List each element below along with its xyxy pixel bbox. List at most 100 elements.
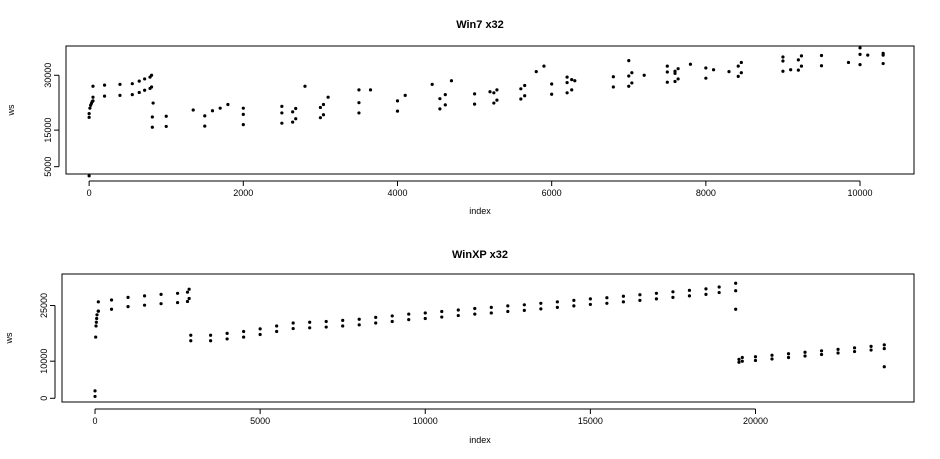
data-point [210, 109, 215, 113]
data-point [438, 107, 442, 111]
data-point [87, 115, 91, 119]
data-point [621, 294, 625, 298]
y-tick-label: 0 [39, 396, 49, 401]
data-point [654, 297, 659, 301]
data-point [803, 354, 807, 358]
data-point [642, 73, 646, 77]
data-point [489, 305, 493, 309]
data-point [91, 95, 95, 99]
data-point [704, 76, 708, 80]
data-point [781, 55, 785, 59]
data-point [495, 88, 499, 92]
data-point [770, 357, 774, 361]
data-point [704, 292, 708, 297]
data-point [654, 291, 659, 295]
data-point [91, 99, 95, 103]
data-point [294, 106, 298, 111]
data-point [150, 115, 154, 119]
data-point [407, 318, 411, 322]
data-point [734, 307, 738, 311]
data-point [118, 82, 122, 86]
y-axis: 5000 15000 30000 [43, 63, 60, 177]
y-axis-label: ws [4, 332, 14, 344]
data-point [390, 314, 394, 318]
data-point [395, 99, 400, 103]
data-point [489, 311, 493, 315]
data-point [126, 295, 130, 299]
data-point [627, 74, 631, 78]
y-axis-label: ws [6, 104, 16, 116]
x-tick-label: 4000 [387, 188, 407, 198]
data-point [109, 298, 114, 302]
data-point [717, 290, 721, 295]
x-tick-label: 20000 [743, 416, 768, 426]
data-point [605, 296, 609, 300]
data-point [241, 112, 245, 116]
data-point [159, 302, 163, 306]
data-point [492, 91, 496, 95]
y-axis: 0 10000 25000 [39, 293, 56, 401]
data-point [403, 93, 407, 97]
data-point [374, 315, 378, 320]
y-tick-label: 15000 [43, 118, 53, 143]
data-point [881, 53, 885, 57]
data-point [522, 303, 526, 307]
data-point [94, 324, 98, 328]
data-point [472, 92, 477, 96]
data-point [881, 61, 885, 66]
data-point [488, 90, 492, 94]
data-point [739, 60, 743, 65]
data-point [102, 94, 107, 98]
data-point [430, 82, 434, 86]
y-tick-label: 5000 [43, 157, 53, 177]
data-point [118, 93, 122, 97]
data-point [846, 60, 851, 65]
data-point [866, 53, 870, 57]
data-point [440, 309, 444, 314]
x-tick-label: 2000 [233, 188, 253, 198]
data-point [326, 95, 330, 99]
data-point [175, 300, 180, 305]
data-point [189, 339, 193, 343]
data-point [673, 69, 677, 73]
data-point [523, 83, 527, 88]
x-tick-label: 8000 [696, 188, 716, 198]
plot-title: WinXP x32 [452, 249, 508, 261]
data-point [727, 70, 731, 74]
x-tick-label: 15000 [578, 416, 603, 426]
data-point [495, 98, 499, 102]
data-point [753, 358, 758, 363]
data-point [665, 80, 669, 84]
data-point [676, 77, 680, 81]
data-point [185, 290, 190, 294]
data-point [565, 91, 569, 95]
data-point [95, 316, 99, 321]
data-point [781, 69, 785, 73]
data-point [819, 64, 824, 68]
data-point [291, 321, 295, 325]
data-point [740, 359, 744, 363]
data-point [588, 297, 592, 301]
data-point [341, 324, 345, 328]
data-point [318, 105, 322, 110]
data-point [209, 339, 213, 343]
data-point [673, 71, 677, 76]
data-point [665, 70, 669, 74]
data-point [275, 329, 279, 334]
data-point [519, 97, 523, 101]
data-point [882, 365, 886, 369]
data-point [93, 394, 97, 399]
x-axis: 0 5000 10000 15000 20000 [93, 408, 768, 426]
data-point [737, 357, 741, 361]
data-point [687, 288, 692, 292]
data-point [175, 291, 180, 295]
data-point [704, 66, 708, 70]
data-point [96, 300, 100, 304]
data-point [588, 302, 592, 307]
data-point [799, 64, 804, 68]
data-point [869, 344, 873, 348]
data-point [630, 81, 634, 85]
data-point [673, 79, 677, 84]
data-point [523, 94, 527, 98]
